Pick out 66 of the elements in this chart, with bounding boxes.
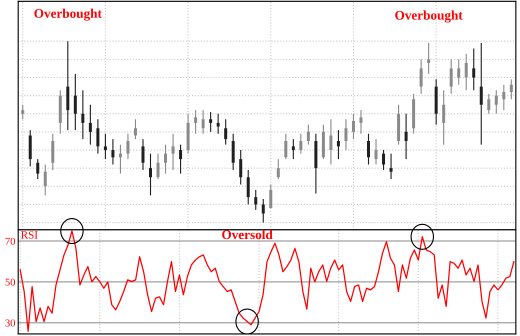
- candlestick: [74, 73, 77, 131]
- candlestick: [382, 149, 386, 171]
- candlestick: [480, 42, 483, 146]
- candlestick: [149, 153, 152, 196]
- candlestick: [209, 111, 212, 132]
- candlestick: [232, 133, 235, 171]
- candlestick: [51, 133, 54, 171]
- candlestick: [367, 133, 370, 166]
- candlestick: [472, 48, 476, 91]
- candlestick: [81, 90, 84, 140]
- candlestick: [96, 118, 100, 154]
- text: Overbought: [395, 10, 463, 22]
- annotation: Oversold: [222, 230, 273, 240]
- candlestick: [487, 93, 490, 114]
- candlestick: [510, 78, 513, 100]
- candlestick: [246, 169, 250, 205]
- candlestick: [172, 133, 175, 171]
- candlestick: [427, 42, 430, 74]
- candlestick: [352, 113, 355, 140]
- y-tick-label: 70: [6, 238, 16, 245]
- candlestick: [494, 90, 498, 114]
- candlestick: [104, 133, 107, 160]
- candlestick: [126, 133, 130, 160]
- candlestick: [420, 58, 423, 94]
- candlestick: [202, 110, 205, 134]
- text: Overbought: [34, 8, 102, 21]
- candlestick: [464, 53, 468, 91]
- candlestick: [134, 118, 137, 140]
- candlestick: [276, 158, 280, 180]
- candlestick: [21, 104, 24, 120]
- candlestick: [44, 164, 47, 196]
- candlestick: [216, 113, 220, 134]
- candlestick: [36, 158, 40, 180]
- candlestick: [262, 198, 265, 224]
- candlestick: [502, 84, 506, 111]
- candlestick: [118, 144, 122, 174]
- candlestick: [111, 138, 114, 166]
- candlestick: [404, 113, 408, 160]
- chart-title: RSI: [21, 231, 38, 239]
- candlestick: [141, 138, 144, 171]
- candlestick: [164, 144, 168, 174]
- candlestick: [254, 189, 258, 210]
- candlestick: [442, 90, 446, 146]
- candlestick: [336, 130, 340, 160]
- candlestick: [306, 124, 310, 146]
- candlestick: [457, 58, 460, 86]
- candlestick: [292, 138, 295, 160]
- candlestick: [359, 110, 362, 134]
- candlestick: [88, 104, 92, 146]
- candlestick: [344, 118, 348, 151]
- candlestick: [269, 184, 272, 209]
- candlestick: [156, 153, 160, 180]
- candlestick: [374, 138, 378, 166]
- candlestick: [28, 130, 32, 167]
- candlestick: [194, 110, 198, 134]
- candlestick: [179, 144, 182, 174]
- y-tick-label: 30: [6, 319, 16, 326]
- candlestick: [66, 40, 70, 131]
- candlestick: [239, 149, 242, 186]
- candlestick: [450, 58, 453, 94]
- candlestick: [284, 133, 288, 160]
- y-tick-label: 50: [6, 278, 16, 286]
- candlestick: [390, 153, 393, 180]
- candlestick: [329, 118, 332, 166]
- candlestick: [299, 133, 302, 154]
- candlestick: [224, 118, 228, 146]
